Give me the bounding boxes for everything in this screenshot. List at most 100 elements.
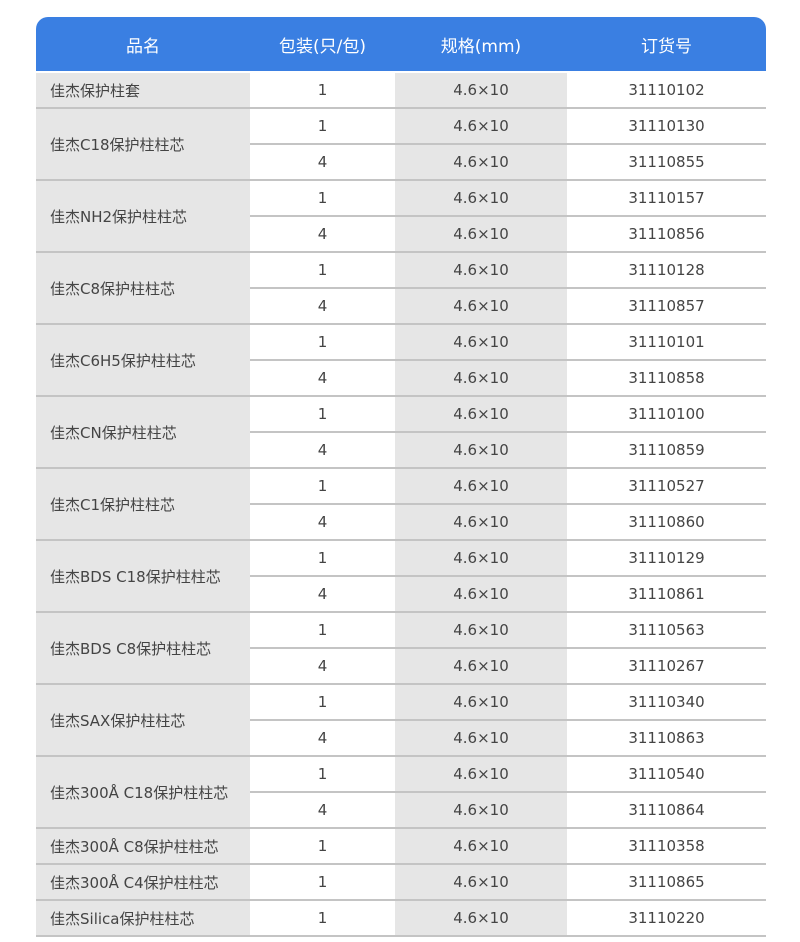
table-cell: 31110856 — [567, 217, 766, 251]
table-cell: 1 — [250, 397, 395, 431]
table-cell: 4 — [250, 433, 395, 467]
row-divider — [250, 791, 766, 793]
row-divider — [250, 503, 766, 505]
table-cell: 1 — [250, 253, 395, 287]
table-cell: 4 — [250, 361, 395, 395]
table-cell: 1 — [250, 613, 395, 647]
table-cell: 4.6×10 — [395, 73, 567, 107]
table-cell: 4 — [250, 649, 395, 683]
table-cell: 4.6×10 — [395, 829, 567, 863]
table-cell: 31110102 — [567, 73, 766, 107]
row-divider — [250, 143, 766, 145]
table-cell: 4 — [250, 793, 395, 827]
table-cell: 4.6×10 — [395, 901, 567, 935]
table-cell: 4.6×10 — [395, 721, 567, 755]
table-cell: 1 — [250, 181, 395, 215]
table-cell: 4 — [250, 217, 395, 251]
group-divider — [36, 395, 766, 397]
table-cell: 31110857 — [567, 289, 766, 323]
table-cell: 1 — [250, 685, 395, 719]
table-cell: 31110267 — [567, 649, 766, 683]
group-divider — [36, 683, 766, 685]
row-divider — [250, 215, 766, 217]
group-divider — [36, 899, 766, 901]
row-divider — [250, 359, 766, 361]
group-divider — [36, 251, 766, 253]
table-cell: 31110128 — [567, 253, 766, 287]
table-cell: 31110563 — [567, 613, 766, 647]
table-cell: 31110129 — [567, 541, 766, 575]
table-cell: 4 — [250, 145, 395, 179]
table-cell: 31110864 — [567, 793, 766, 827]
table-cell: 31110859 — [567, 433, 766, 467]
table-cell: 4 — [250, 577, 395, 611]
product-name: 佳杰C8保护柱柱芯 — [36, 253, 250, 323]
table-cell: 1 — [250, 757, 395, 791]
table-cell: 1 — [250, 829, 395, 863]
table-cell: 31110220 — [567, 901, 766, 935]
header-cell: 包装(只/包) — [279, 36, 366, 57]
table-cell: 4.6×10 — [395, 181, 567, 215]
table-cell: 4.6×10 — [395, 793, 567, 827]
group-divider — [36, 755, 766, 757]
group-divider — [36, 467, 766, 469]
table-cell: 31110865 — [567, 865, 766, 899]
table-cell: 31110855 — [567, 145, 766, 179]
table-cell: 1 — [250, 73, 395, 107]
table-cell: 4.6×10 — [395, 253, 567, 287]
product-name: 佳杰C18保护柱柱芯 — [36, 109, 250, 179]
table-cell: 31110340 — [567, 685, 766, 719]
group-divider — [36, 611, 766, 613]
row-divider — [250, 719, 766, 721]
table-cell: 31110863 — [567, 721, 766, 755]
table-cell: 31110861 — [567, 577, 766, 611]
table-cell: 4.6×10 — [395, 361, 567, 395]
table-cell: 4.6×10 — [395, 613, 567, 647]
table-cell: 4.6×10 — [395, 541, 567, 575]
table-cell: 4.6×10 — [395, 469, 567, 503]
group-divider — [36, 935, 766, 937]
header-cell: 品名 — [126, 36, 160, 57]
table-cell: 31110858 — [567, 361, 766, 395]
table-cell: 31110130 — [567, 109, 766, 143]
table-cell: 4.6×10 — [395, 217, 567, 251]
table-cell: 4.6×10 — [395, 397, 567, 431]
header-cell: 订货号 — [641, 36, 692, 57]
group-divider — [36, 107, 766, 109]
table-cell: 31110860 — [567, 505, 766, 539]
header-cell: 规格(mm) — [440, 36, 522, 57]
table-cell: 31110527 — [567, 469, 766, 503]
table-cell: 1 — [250, 325, 395, 359]
table-cell: 4.6×10 — [395, 505, 567, 539]
product-name: 佳杰C6H5保护柱柱芯 — [36, 325, 250, 395]
table-cell: 4.6×10 — [395, 577, 567, 611]
product-name: 佳杰NH2保护柱柱芯 — [36, 181, 250, 251]
row-divider — [250, 647, 766, 649]
table-cell: 31110540 — [567, 757, 766, 791]
product-name: 佳杰C1保护柱柱芯 — [36, 469, 250, 539]
group-divider — [36, 323, 766, 325]
table-cell: 1 — [250, 541, 395, 575]
group-divider — [36, 863, 766, 865]
table-cell: 31110157 — [567, 181, 766, 215]
table-cell: 1 — [250, 109, 395, 143]
table-cell: 4.6×10 — [395, 325, 567, 359]
table-cell: 31110101 — [567, 325, 766, 359]
table-cell: 4.6×10 — [395, 757, 567, 791]
table-cell: 4.6×10 — [395, 685, 567, 719]
product-name: 佳杰SAX保护柱柱芯 — [36, 685, 250, 755]
group-divider — [36, 179, 766, 181]
table-cell: 1 — [250, 469, 395, 503]
table-cell: 4.6×10 — [395, 289, 567, 323]
group-divider — [36, 539, 766, 541]
product-name: 佳杰300Å C18保护柱柱芯 — [36, 757, 250, 827]
table-cell: 4 — [250, 289, 395, 323]
product-name: 佳杰Silica保护柱柱芯 — [36, 901, 250, 935]
group-divider — [36, 827, 766, 829]
product-name: 佳杰CN保护柱柱芯 — [36, 397, 250, 467]
table-header — [36, 17, 766, 71]
table-cell: 31110100 — [567, 397, 766, 431]
table-cell: 1 — [250, 901, 395, 935]
product-name: 佳杰300Å C4保护柱柱芯 — [36, 865, 250, 899]
